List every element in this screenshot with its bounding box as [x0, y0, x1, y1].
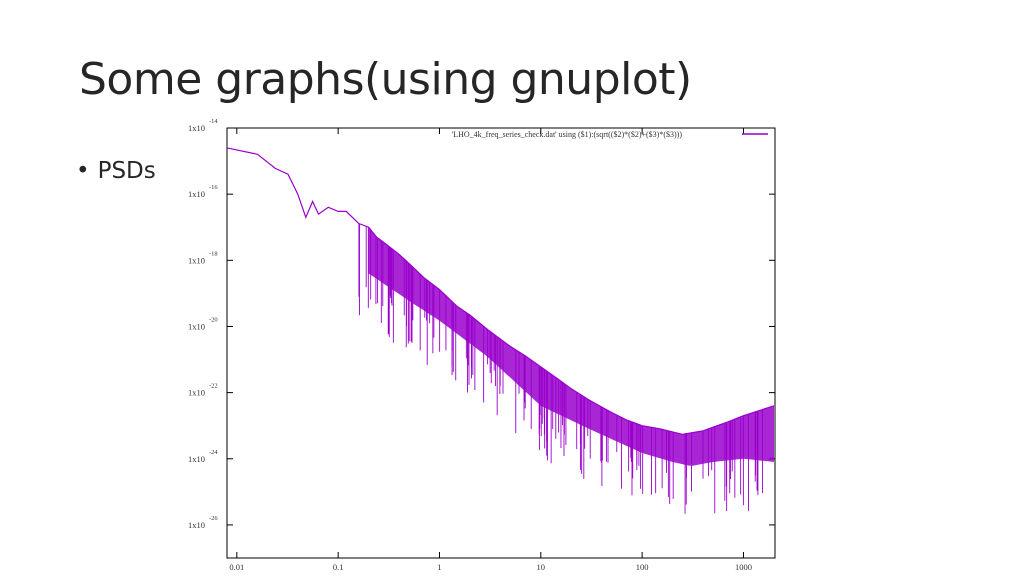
y-tick-label: 1x10: [188, 321, 205, 331]
plot-border: [226, 127, 776, 559]
legend-label: 'LHO_4k_freq_series_check.dat' using ($1…: [452, 130, 683, 139]
slide-title: Some graphs(using gnuplot): [79, 54, 692, 105]
x-axis-ticks: 0.01 0.1 1 10 100 1000: [229, 128, 752, 572]
y-tick-label: 1x10: [188, 255, 205, 265]
y-tick-exponent: -22: [209, 383, 218, 390]
psd-series-line: [226, 147, 775, 435]
psd-noise-band: [368, 227, 774, 466]
y-tick-label: 1x10: [188, 388, 205, 398]
y-tick-exponent: -20: [209, 316, 218, 323]
y-tick-exponent: -24: [209, 449, 218, 456]
psd-spikes: [358, 223, 764, 514]
x-tick-label: 0.1: [333, 562, 344, 572]
x-tick-label: 0.01: [229, 562, 244, 572]
bullet-text: PSDs: [97, 158, 156, 184]
x-tick-label: 1: [437, 562, 441, 572]
y-tick-exponent: -26: [209, 515, 218, 522]
y-tick-exponent: -14: [209, 118, 218, 125]
y-tick-label: 1x10: [188, 189, 205, 199]
y-tick-label: 1x10: [188, 123, 205, 133]
bullet-item: • PSDs: [76, 158, 156, 184]
y-tick-label: 1x10: [188, 454, 205, 464]
x-tick-label: 100: [636, 562, 649, 572]
x-tick-label: 1000: [735, 562, 752, 572]
bullet-dot: •: [76, 158, 90, 184]
y-tick-label: 1x10: [188, 520, 205, 530]
x-tick-label: 10: [537, 562, 546, 572]
y-tick-exponent: -18: [209, 250, 218, 257]
y-tick-exponent: -16: [209, 184, 218, 191]
